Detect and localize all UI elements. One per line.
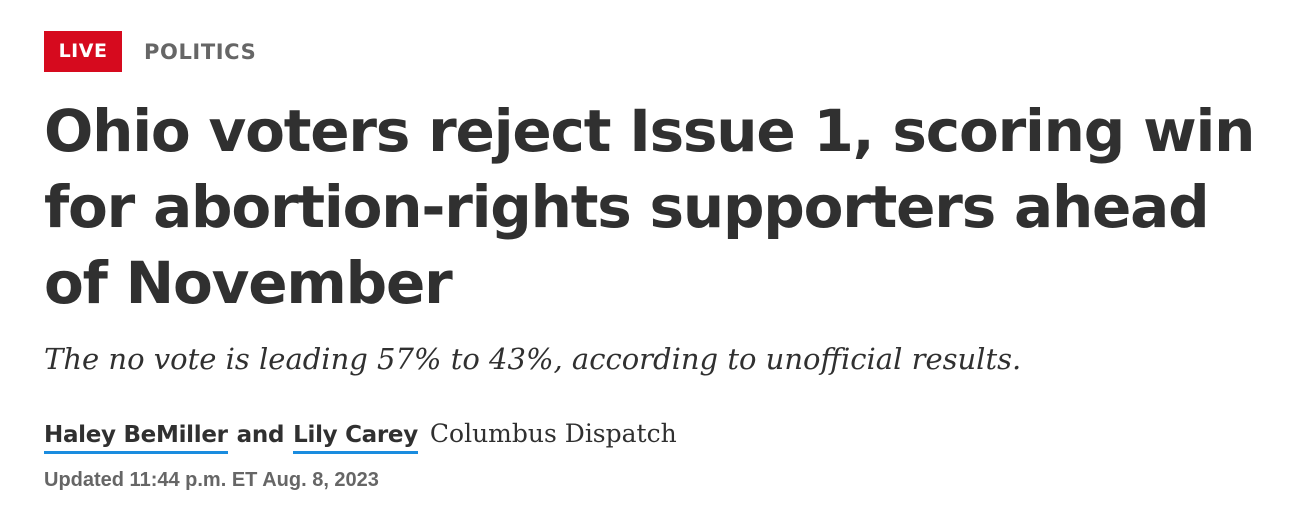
live-badge: LIVE <box>44 31 122 72</box>
headline: Ohio voters reject Issue 1, scoring win … <box>44 97 1255 317</box>
subheadline: The no vote is leading 57% to 43%, accor… <box>44 342 1022 376</box>
publication-name: Columbus Dispatch <box>429 419 677 448</box>
author-link-lily-carey[interactable]: Lily Carey <box>293 420 418 454</box>
section-link-politics[interactable]: POLITICS <box>144 39 257 64</box>
label-row: LIVE POLITICS <box>44 31 1284 72</box>
byline-conjunction: and <box>236 422 285 448</box>
updated-timestamp: Updated 11:44 p.m. ET Aug. 8, 2023 <box>44 469 379 491</box>
author-link-haley-bemiller[interactable]: Haley BeMiller <box>44 420 228 454</box>
byline: Haley BeMiller and Lily Carey Columbus D… <box>44 419 1284 454</box>
article-header: LIVE POLITICS Ohio voters reject Issue 1… <box>44 31 1284 492</box>
